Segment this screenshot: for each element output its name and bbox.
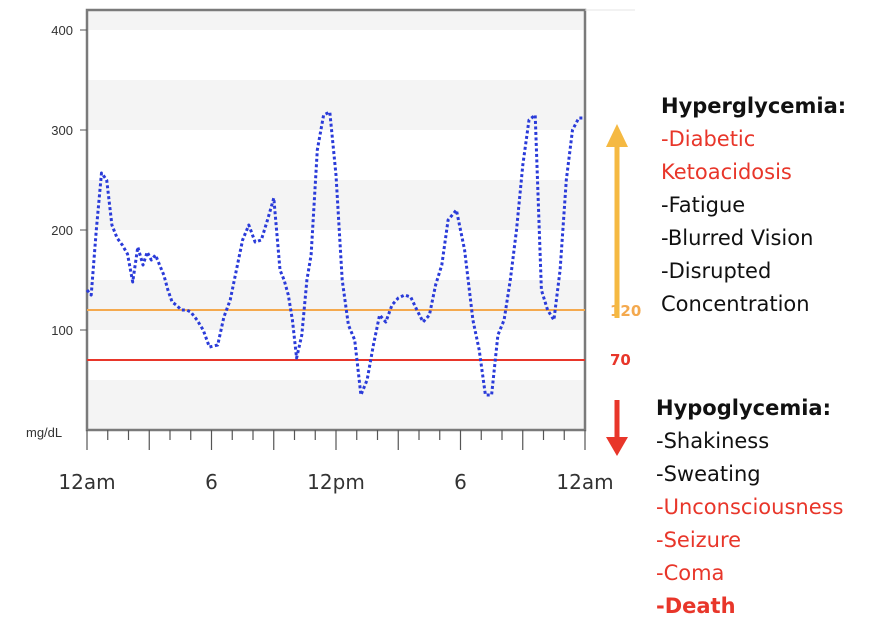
hypo-symptom-item: -Death <box>656 594 736 618</box>
hyperglycemia-symptom-list: -Diabetic Ketoacidosis -Fatigue -Blurred Vi… <box>661 123 846 321</box>
hypo-symptom-item: -Sweating <box>656 462 761 486</box>
y-tick-label: 300 <box>51 123 73 138</box>
x-tick-label: 6 <box>205 470 218 494</box>
background-band <box>87 380 585 430</box>
hypo-symptom-item: -Coma <box>656 561 725 585</box>
chart-axes: 100 200 300 400 12am 6 12pm 6 12am <box>51 8 635 494</box>
x-tick-label: 12am <box>556 470 613 494</box>
hyperglycemia-panel: Hyperglycemia: -Diabetic Ketoacidosis -Fat… <box>661 90 846 321</box>
background-bands <box>87 10 585 430</box>
series-line <box>85 110 585 397</box>
x-tick-label: 12pm <box>307 470 365 494</box>
y-tick-label: 200 <box>51 223 73 238</box>
background-band <box>87 280 585 330</box>
hypoglycemia-panel: Hypoglycemia: -Shakiness -Sweating -Uncons… <box>656 392 844 623</box>
background-band <box>87 180 585 230</box>
reference-label: 70 <box>610 351 631 369</box>
hyper-symptom-item: -Diabetic <box>661 127 756 151</box>
hyper-symptom-item: -Disrupted <box>661 259 772 283</box>
y-tick-label: 400 <box>51 23 73 38</box>
hypoglycemia-symptom-list: -Shakiness -Sweating -Unconsciousness -Seiz… <box>656 425 844 623</box>
hyper-symptom-item: Concentration <box>661 292 810 316</box>
range-arrows <box>606 124 628 456</box>
hyper-symptom-item: -Fatigue <box>661 193 746 217</box>
x-tick-label: 6 <box>454 470 467 494</box>
hyperglycemia-heading: Hyperglycemia: <box>661 94 847 118</box>
hypo-symptom-item: -Unconsciousness <box>656 495 844 519</box>
y-unit-label: mg/dL <box>26 425 62 440</box>
hyperglycemia-arrow-head <box>606 124 628 147</box>
hypoglycemia-arrow-head <box>606 437 628 456</box>
background-band <box>87 10 585 30</box>
hypo-symptom-item: -Seizure <box>656 528 742 552</box>
hyper-symptom-item: -Blurred Vision <box>661 226 814 250</box>
x-tick-label: 12am <box>58 470 115 494</box>
hypoglycemia-heading: Hypoglycemia: <box>656 396 831 420</box>
y-tick-label: 100 <box>51 323 73 338</box>
hypo-symptom-item: -Shakiness <box>656 429 770 453</box>
hyper-symptom-item: Ketoacidosis <box>661 160 792 184</box>
background-band <box>87 80 585 130</box>
glucose-series <box>85 110 585 397</box>
